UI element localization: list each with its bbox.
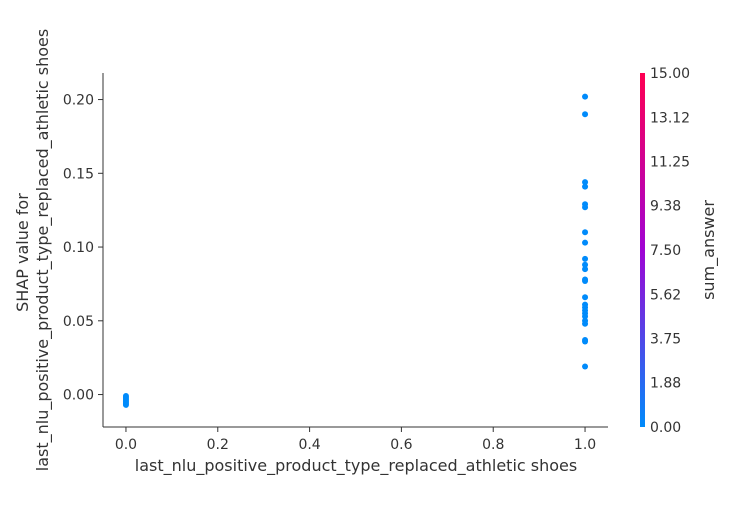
colorbar [640, 73, 645, 427]
colorbar-tick-label: 5.62 [650, 287, 681, 303]
colorbar-tick-label: 1.88 [650, 376, 681, 392]
colorbar-tick-label: 3.75 [650, 332, 681, 348]
x-tick-label: 0.8 [482, 437, 504, 453]
scatter-point [582, 338, 589, 345]
scatter-point [582, 93, 589, 100]
colorbar-tick-label: 9.38 [650, 199, 681, 215]
scatter-point [582, 266, 589, 273]
colorbar-tick-label: 7.50 [650, 243, 681, 259]
colorbar-ticks: 0.00 1.88 3.75 5.62 7.50 9.38 11.25 13.12 15.00 [650, 66, 690, 436]
y-axis-ticks: 0.00 0.05 0.10 0.15 0.20 [63, 93, 103, 404]
x-tick-label: 0.0 [115, 437, 137, 453]
y-tick-label: 0.00 [63, 388, 94, 404]
x-axis-ticks: 0.0 0.2 0.4 0.6 0.8 1.0 [115, 427, 596, 453]
colorbar-tick-label: 13.12 [650, 110, 690, 126]
y-axis-label-line-1: SHAP value for [13, 193, 32, 312]
y-tick-label: 0.05 [63, 314, 94, 330]
y-tick-label: 0.15 [63, 166, 94, 182]
y-tick-label: 0.20 [63, 93, 94, 109]
scatter-point [582, 363, 589, 370]
scatter-point [582, 183, 589, 190]
scatter-point [582, 111, 589, 118]
x-tick-label: 0.6 [390, 437, 412, 453]
x-tick-label: 0.2 [207, 437, 229, 453]
y-axis-label-line-2: last_nlu_positive_product_type_replaced_… [33, 29, 53, 471]
y-tick-label: 0.10 [63, 240, 94, 256]
scatter-point [582, 255, 589, 262]
scatter-point [582, 320, 589, 327]
scatter-points [122, 93, 589, 408]
scatter-point [582, 261, 589, 268]
scatter-point [582, 179, 589, 186]
scatter-point [582, 229, 589, 236]
y-axis-label: SHAP value for last_nlu_positive_product… [13, 29, 53, 471]
x-tick-label: 1.0 [574, 437, 596, 453]
scatter-point [582, 239, 589, 246]
colorbar-tick-label: 11.25 [650, 155, 690, 171]
colorbar-tick-label: 15.00 [650, 66, 690, 82]
colorbar-label: sum_answer [699, 200, 719, 300]
scatter-point [582, 204, 589, 211]
scatter-point [582, 277, 589, 284]
scatter-point [582, 313, 589, 320]
scatter-point [122, 401, 129, 408]
x-axis-label: last_nlu_positive_product_type_replaced_… [135, 456, 577, 476]
x-tick-label: 0.4 [298, 437, 320, 453]
scatter-point [582, 294, 589, 301]
colorbar-tick-label: 0.00 [650, 420, 681, 436]
